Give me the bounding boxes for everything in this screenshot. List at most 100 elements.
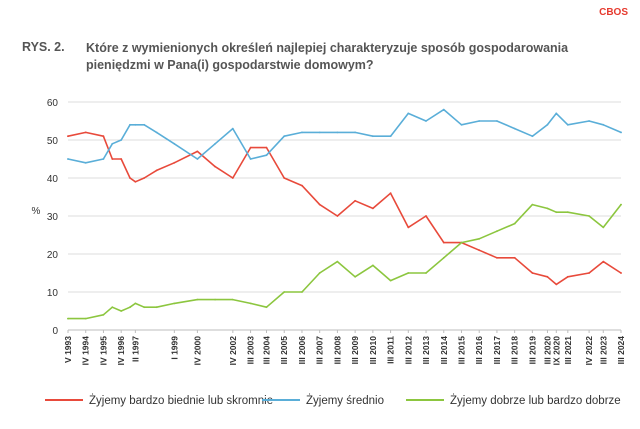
y-axis-label: % xyxy=(32,206,41,217)
x-tick-label-1: IV 1994 xyxy=(81,336,91,366)
series-2-point-31 xyxy=(555,211,558,214)
x-tick-label-9: III 2004 xyxy=(262,336,272,365)
series-2-point-25 xyxy=(460,241,463,244)
series-1-point-31 xyxy=(555,112,558,115)
chart-title: Które z wymienionych określeń najlepiej … xyxy=(86,40,626,74)
x-tick-label-4: II 1997 xyxy=(130,336,140,362)
legend-swatch-1 xyxy=(262,398,300,401)
x-tick-label-13: III 2008 xyxy=(332,336,342,365)
x-tick-label-17: III 2012 xyxy=(403,336,413,365)
series-2-point-18 xyxy=(336,260,339,263)
series-2-point-19 xyxy=(354,275,356,278)
series-0-point-3 xyxy=(111,158,114,160)
series-1-point-7 xyxy=(143,123,146,126)
series-1-point-13 xyxy=(249,158,252,160)
x-tick-label-21: III 2016 xyxy=(474,336,484,365)
series-1-point-33 xyxy=(588,120,590,122)
series-0-point-1 xyxy=(84,131,87,134)
x-tick-label-8: III 2003 xyxy=(246,336,256,365)
series-2-point-16 xyxy=(301,291,303,293)
series-1-point-34 xyxy=(602,123,605,126)
series-1-point-12 xyxy=(231,127,234,130)
series-1-point-19 xyxy=(354,131,356,134)
series-0-point-26 xyxy=(478,249,481,252)
x-tick-label-27: III 2021 xyxy=(563,336,573,365)
y-tick-label-30: 30 xyxy=(47,212,59,223)
series-0-point-13 xyxy=(249,146,252,149)
x-tick-label-2: IV 1995 xyxy=(98,336,108,366)
legend-swatch-0 xyxy=(45,398,83,401)
series-2-point-26 xyxy=(478,237,481,240)
series-0-point-34 xyxy=(602,260,605,263)
x-tick-label-20: III 2015 xyxy=(456,336,466,365)
series-1-point-17 xyxy=(318,131,321,134)
series-0-point-15 xyxy=(283,177,286,179)
series-2-point-8 xyxy=(155,306,158,309)
series-0-point-19 xyxy=(354,199,356,202)
series-1-point-15 xyxy=(283,135,286,138)
series-line-2 xyxy=(67,203,622,320)
series-0-point-32 xyxy=(566,275,569,278)
series-2-point-23 xyxy=(425,272,427,274)
x-tick-label-19: III 2014 xyxy=(439,336,449,365)
y-tick-label-10: 10 xyxy=(47,288,59,299)
series-1-point-21 xyxy=(389,135,392,138)
series-2-point-13 xyxy=(249,302,252,305)
series-1-point-1 xyxy=(84,161,87,164)
figure-label: RYS. 2. xyxy=(22,40,65,54)
series-1-point-6 xyxy=(134,123,137,126)
x-tick-label-12: III 2007 xyxy=(315,336,325,365)
series-2-point-5 xyxy=(129,306,131,309)
series-2-point-28 xyxy=(513,222,516,225)
series-0-point-27 xyxy=(496,256,498,259)
series-1-point-24 xyxy=(442,108,445,111)
series-2-point-27 xyxy=(496,230,498,233)
series-0-point-28 xyxy=(513,256,516,259)
series-0-point-8 xyxy=(155,169,158,172)
legend-item-0: Żyjemy bardzo biednie lub skromnie xyxy=(45,395,273,407)
series-2-point-33 xyxy=(588,215,590,217)
series-0-point-21 xyxy=(389,192,392,195)
series-2-point-1 xyxy=(84,317,87,320)
chart-title-line-1: Które z wymienionych określeń najlepiej … xyxy=(86,41,569,55)
series-1-point-20 xyxy=(372,135,374,138)
series-2-point-35 xyxy=(620,203,622,206)
x-tick-label-30: III 2024 xyxy=(616,336,626,365)
x-tick-label-7: IV 2002 xyxy=(228,336,238,366)
series-0-point-14 xyxy=(265,146,268,149)
series-0-point-5 xyxy=(129,177,131,179)
series-1-point-29 xyxy=(531,135,534,138)
series-1-point-22 xyxy=(407,112,410,115)
series-1-point-5 xyxy=(129,123,131,126)
x-tick-label-16: III 2011 xyxy=(386,336,396,364)
series-2-point-34 xyxy=(602,226,605,229)
brand-logo: CBOS xyxy=(599,7,628,18)
series-2-point-6 xyxy=(134,302,137,305)
series-line-0 xyxy=(67,131,622,286)
series-1-point-25 xyxy=(460,123,463,126)
series-0-point-12 xyxy=(231,177,234,179)
series-1-point-9 xyxy=(173,142,176,145)
y-tick-label-40: 40 xyxy=(47,174,59,185)
series-0-point-20 xyxy=(372,207,374,210)
series-1-point-8 xyxy=(155,131,158,134)
x-tick-label-5: I 1999 xyxy=(169,336,179,360)
series-0-point-6 xyxy=(134,180,137,183)
series-0-point-35 xyxy=(620,272,622,274)
x-tick-label-11: III 2006 xyxy=(297,336,307,365)
x-tick-label-14: III 2009 xyxy=(350,336,360,365)
series-0-point-17 xyxy=(318,203,321,206)
series-1-point-18 xyxy=(336,131,339,134)
y-tick-label-20: 20 xyxy=(47,250,59,261)
series-0-point-0 xyxy=(67,135,69,138)
y-tick-label-60: 60 xyxy=(47,98,59,109)
series-1-point-32 xyxy=(566,123,569,126)
legend-item-1: Żyjemy średnio xyxy=(262,395,384,407)
x-tick-label-26: IX 2020 xyxy=(551,336,561,366)
series-line-1 xyxy=(67,108,622,164)
series-2-point-12 xyxy=(231,298,234,301)
x-tick-label-18: III 2013 xyxy=(421,336,431,365)
series-1-point-35 xyxy=(620,131,622,134)
series-2-point-21 xyxy=(389,279,392,282)
x-tick-label-3: IV 1996 xyxy=(116,336,126,366)
